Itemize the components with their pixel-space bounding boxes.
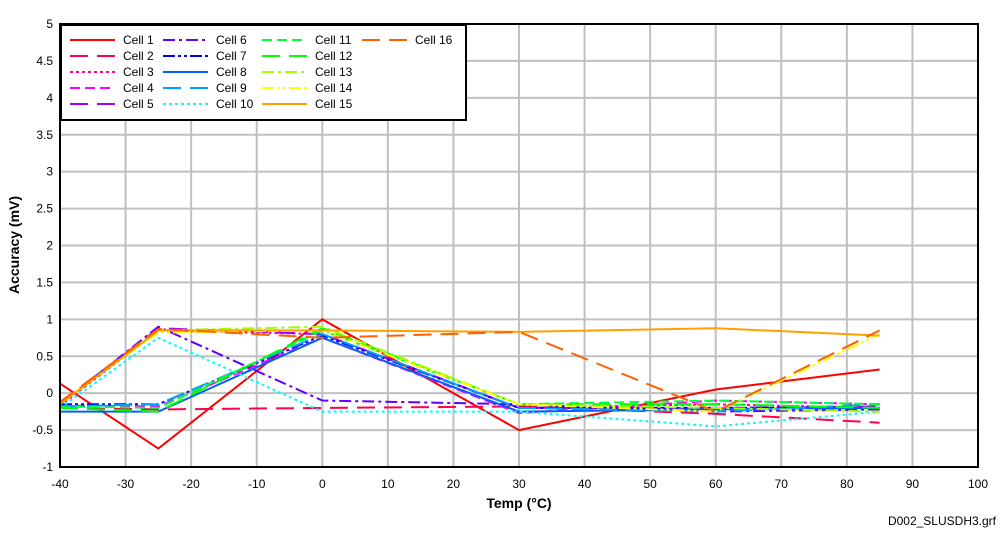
legend-label: Cell 8 (216, 65, 247, 79)
y-tick-label: -0.5 (32, 423, 53, 437)
x-axis-label: Temp (°C) (486, 495, 551, 511)
series-line-cell-16 (59, 327, 881, 413)
y-tick-label: -1 (42, 460, 53, 474)
y-tick-label: 2 (46, 239, 53, 253)
x-tick-label: 0 (319, 477, 326, 491)
y-tick-label: 3 (46, 165, 53, 179)
x-tick-label: -10 (248, 477, 266, 491)
y-tick-label: 4.5 (36, 54, 53, 68)
y-tick-label: 0 (46, 386, 53, 400)
legend-label: Cell 1 (123, 33, 154, 47)
x-tick-label: 100 (968, 477, 988, 491)
x-tick-label: 20 (447, 477, 461, 491)
x-tick-label: 60 (709, 477, 723, 491)
legend-label: Cell 15 (315, 97, 353, 111)
series-line-cell-12 (59, 327, 880, 413)
y-tick-label: 1.5 (36, 275, 53, 289)
y-tick-label: 3.5 (36, 128, 53, 142)
y-tick-labels: -1 -0.5 0 0.5 1 1.5 2 2.5 3 3.5 4 4.5 5 (32, 17, 53, 474)
x-tick-labels: -40 -30 -20 -10 0 10 20 30 40 50 60 70 80 90 100 (51, 477, 988, 491)
y-tick-label: 4 (46, 91, 53, 105)
legend: Cell 1 Cell 2 Cell 3 Cell 4 Cell 5 Cell 6 Cell… (60, 24, 467, 121)
legend-label: Cell 4 (123, 81, 154, 95)
legend-label: Cell 6 (216, 33, 247, 47)
x-tick-label: 90 (906, 477, 920, 491)
y-tick-label: 1 (46, 312, 53, 326)
legend-label: Cell 12 (315, 49, 353, 63)
x-tick-label: -20 (182, 477, 200, 491)
legend-label: Cell 3 (123, 65, 154, 79)
series-line-cell-6 (59, 325, 880, 413)
x-tick-label: 80 (840, 477, 854, 491)
footer-filename: D002_SLUSDH3.grf (888, 514, 997, 528)
legend-label: Cell 10 (216, 97, 254, 111)
series-line-cell-11 (59, 329, 880, 409)
series-line-cell-14 (59, 329, 881, 413)
legend-label: Cell 11 (315, 33, 352, 47)
legend-label: Cell 13 (315, 65, 353, 79)
legend-label: Cell 7 (216, 49, 247, 63)
plot-frame (59, 23, 979, 468)
x-tick-label: 10 (381, 477, 395, 491)
y-axis-label: Accuracy (mV) (6, 196, 22, 294)
legend-label: Cell 2 (123, 49, 154, 63)
x-tick-label: 50 (643, 477, 657, 491)
legend-label: Cell 16 (415, 33, 453, 47)
x-tick-label: 40 (578, 477, 592, 491)
series-line-cell-15 (59, 327, 880, 406)
series-line-cell-2 (59, 405, 880, 424)
series-lines (59, 318, 881, 450)
legend-label: Cell 9 (216, 81, 247, 95)
y-tick-label: 5 (46, 17, 53, 31)
y-tick-label: 0.5 (36, 349, 53, 363)
series-line-cell-9 (59, 333, 880, 413)
x-tick-label: 70 (775, 477, 789, 491)
legend-label: Cell 5 (123, 97, 154, 111)
x-tick-label: -30 (117, 477, 135, 491)
series-line-cell-13 (59, 325, 880, 413)
legend-label: Cell 14 (315, 81, 353, 95)
series-line-cell-10 (59, 336, 880, 428)
x-tick-label: 30 (512, 477, 526, 491)
x-tick-label: -40 (51, 477, 69, 491)
y-tick-label: 2.5 (36, 202, 53, 216)
